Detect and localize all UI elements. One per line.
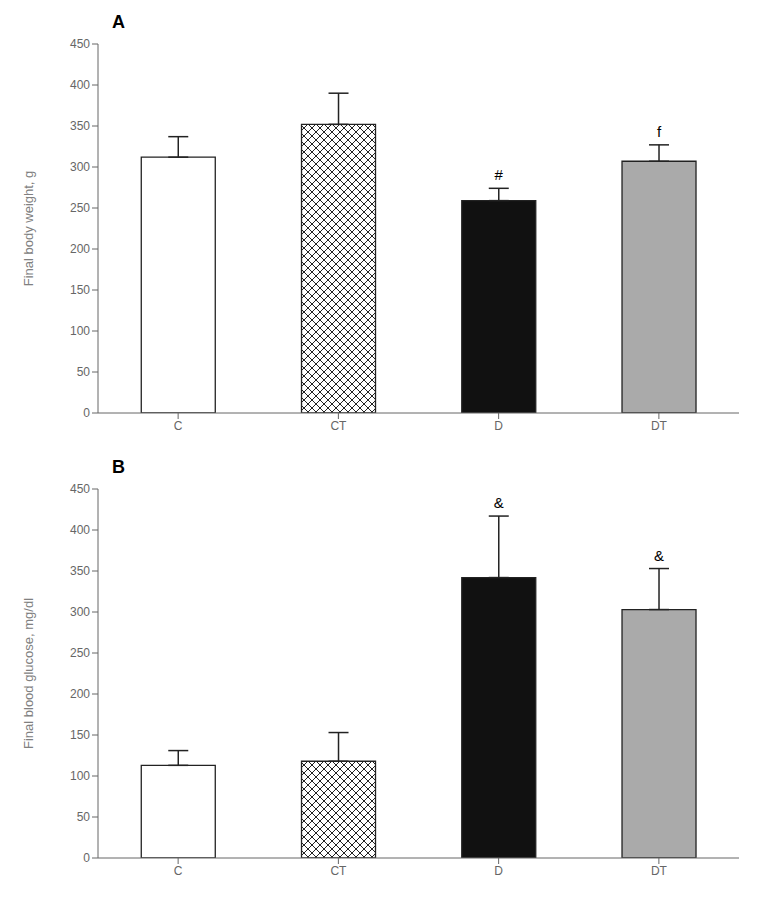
svg-text:250: 250 <box>70 201 90 215</box>
svg-text:400: 400 <box>70 523 90 537</box>
svg-text:450: 450 <box>70 482 90 496</box>
svg-text:200: 200 <box>70 687 90 701</box>
svg-text:DT: DT <box>651 419 668 433</box>
svg-text:0: 0 <box>83 406 90 420</box>
svg-text:450: 450 <box>70 37 90 51</box>
svg-text:f: f <box>657 123 662 140</box>
svg-text:300: 300 <box>70 160 90 174</box>
svg-text:100: 100 <box>70 769 90 783</box>
svg-text:100: 100 <box>70 324 90 338</box>
svg-text:C: C <box>174 864 183 878</box>
svg-text:&: & <box>654 547 664 564</box>
svg-text:200: 200 <box>70 242 90 256</box>
svg-text:DT: DT <box>651 864 668 878</box>
svg-text:CT: CT <box>330 864 347 878</box>
svg-text:250: 250 <box>70 646 90 660</box>
svg-text:350: 350 <box>70 119 90 133</box>
svg-text:D: D <box>494 864 503 878</box>
svg-text:150: 150 <box>70 283 90 297</box>
svg-text:0: 0 <box>83 851 90 865</box>
html-text:A: A <box>112 12 125 32</box>
svg-text:C: C <box>174 419 183 433</box>
html-text:B: B <box>112 457 125 477</box>
svg-text:Final blood glucose, mg/dl: Final blood glucose, mg/dl <box>21 598 36 749</box>
svg-text:400: 400 <box>70 78 90 92</box>
svg-text:150: 150 <box>70 728 90 742</box>
svg-text:300: 300 <box>70 605 90 619</box>
svg-text:D: D <box>494 419 503 433</box>
svg-text:50: 50 <box>77 365 91 379</box>
svg-text:CT: CT <box>330 419 347 433</box>
svg-text:&: & <box>494 494 504 511</box>
svg-text:50: 50 <box>77 810 91 824</box>
svg-text:#: # <box>495 166 504 183</box>
svg-text:Final body weight, g: Final body weight, g <box>21 171 36 287</box>
svg-text:350: 350 <box>70 564 90 578</box>
